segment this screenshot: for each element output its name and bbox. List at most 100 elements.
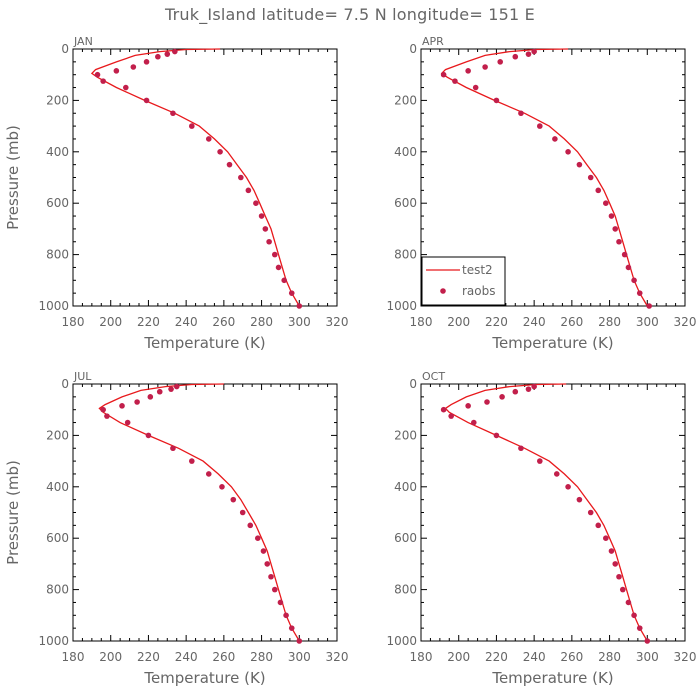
y-tick-label: 200 (46, 93, 69, 107)
data-point-raobs (143, 59, 150, 65)
x-tick-label: 260 (212, 650, 235, 664)
y-tick-label: 800 (46, 583, 69, 597)
legend-marker-swatch (440, 288, 446, 294)
x-tick-label: 300 (636, 650, 659, 664)
x-tick-label: 280 (598, 315, 621, 329)
data-point-raobs (168, 386, 174, 392)
data-point-raobs (119, 403, 125, 409)
data-point-raobs (266, 238, 272, 245)
legend: test2 raobs (421, 256, 506, 306)
data-point-raobs (205, 136, 212, 142)
x-tick-label: 320 (674, 650, 697, 664)
panel-label: OCT (422, 370, 445, 383)
data-point-raobs (484, 399, 490, 405)
data-point-raobs (262, 226, 269, 232)
y-tick-label: 400 (394, 480, 417, 494)
data-point-raobs (170, 110, 176, 117)
plot-frame (72, 383, 338, 642)
data-point-raobs (230, 496, 237, 503)
data-point-raobs (472, 84, 479, 91)
panel-oct: 180 200 220 240 260 280 300 320 0 200 400 600 800 100… (386, 370, 696, 687)
data-point-raobs (100, 406, 106, 413)
y-axis-label: Pressure (mb) (4, 125, 22, 230)
data-point-raobs (644, 638, 651, 644)
x-tick-label: 220 (137, 315, 160, 329)
x-tick-label: 300 (288, 315, 311, 329)
y-tick-label: 400 (46, 145, 69, 159)
series-line-test2 (444, 383, 648, 642)
data-point-raobs (260, 548, 267, 554)
x-tick-label: 200 (99, 650, 122, 664)
data-point-raobs (608, 213, 615, 219)
data-point-raobs (531, 48, 537, 55)
x-tick-label: 200 (447, 315, 470, 329)
figure-title: Truk_Island latitude= 7.5 N longitude= 1… (164, 5, 535, 25)
data-point-raobs (518, 445, 524, 452)
data-point-raobs (608, 548, 615, 554)
data-point-raobs (238, 174, 244, 181)
data-point-raobs (94, 71, 101, 78)
data-point-raobs (104, 413, 110, 419)
data-point-raobs (258, 213, 265, 219)
data-point-raobs (296, 638, 303, 644)
data-point-raobs (576, 496, 583, 503)
data-point-raobs (205, 471, 212, 477)
data-point-raobs (124, 419, 131, 426)
data-point-raobs (288, 625, 295, 631)
data-point-raobs (296, 303, 303, 309)
y-axis-label: Pressure (mb) (4, 460, 22, 565)
data-point-raobs (493, 97, 500, 104)
data-point-raobs (172, 48, 178, 55)
data-point-raobs (531, 383, 537, 390)
y-tick-label: 600 (394, 196, 417, 210)
data-point-raobs (147, 394, 154, 400)
x-tick-label: 220 (137, 650, 160, 664)
data-point-raobs (576, 161, 583, 168)
y-tick-label: 400 (394, 145, 417, 159)
x-tick-label: 240 (175, 650, 198, 664)
plot-frame (420, 383, 686, 642)
data-point-raobs (268, 573, 274, 580)
x-tick-label: 240 (175, 315, 198, 329)
x-tick-label: 280 (250, 315, 273, 329)
data-point-raobs (465, 68, 471, 74)
panel-label: APR (422, 35, 444, 48)
y-tick-label: 1000 (38, 299, 69, 313)
data-point-raobs (189, 123, 195, 129)
x-tick-label: 280 (250, 650, 273, 664)
y-tick-label: 0 (409, 42, 417, 56)
legend-entry-label: test2 (462, 263, 493, 277)
data-point-raobs (565, 149, 571, 155)
y-tick-label: 800 (46, 248, 69, 262)
x-tick-label: 180 (62, 650, 85, 664)
y-tick-label: 200 (46, 428, 69, 442)
y-tick-label: 600 (46, 196, 69, 210)
data-point-raobs (143, 97, 150, 104)
data-point-raobs (465, 403, 471, 409)
data-point-raobs (603, 535, 609, 541)
data-point-raobs (537, 458, 543, 464)
x-tick-label: 220 (485, 650, 508, 664)
data-point-raobs (525, 51, 532, 57)
y-tick-label: 0 (61, 42, 69, 56)
y-tick-label: 200 (394, 93, 417, 107)
data-point-raobs (173, 383, 180, 390)
data-point-raobs (619, 586, 626, 593)
data-point-raobs (482, 64, 488, 70)
x-tick-label: 180 (410, 315, 433, 329)
data-point-raobs (603, 200, 609, 206)
x-tick-label: 220 (485, 315, 508, 329)
data-point-raobs (631, 612, 637, 619)
panel-jul: 180 200 220 240 260 280 300 320 0 200 400 600 800 100… (4, 370, 348, 687)
plot-frame (72, 48, 338, 307)
y-tick-label: 0 (61, 377, 69, 391)
x-tick-label: 320 (326, 315, 349, 329)
data-point-raobs (452, 78, 458, 84)
data-point-raobs (497, 59, 504, 65)
data-point-raobs (275, 264, 282, 271)
x-tick-label: 260 (560, 315, 583, 329)
x-tick-label: 240 (523, 650, 546, 664)
y-tick-label: 0 (409, 377, 417, 391)
data-point-raobs (612, 226, 619, 232)
